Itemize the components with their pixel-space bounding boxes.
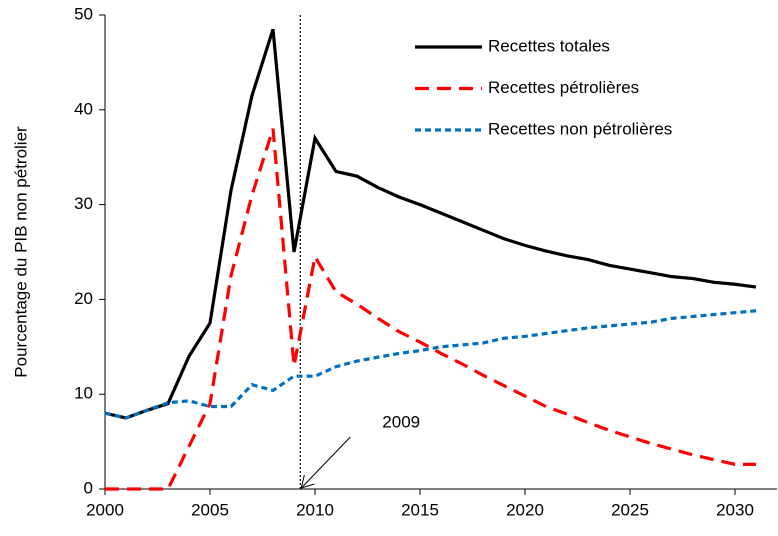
legend-label: Recettes non pétrolières [488,119,672,138]
y-axis-label: Pourcentage du PIB non pétrolier [11,126,30,378]
y-tick-label: 50 [74,4,93,23]
series-line [104,309,757,420]
series-line [104,28,757,420]
y-tick-label: 40 [74,99,93,118]
y-tick-label: 10 [74,384,93,403]
y-tick-label: 30 [74,194,93,213]
x-tick-label: 2000 [86,500,124,519]
y-tick-label: 20 [74,289,93,308]
legend-label: Recettes pétrolières [488,78,639,97]
x-tick-label: 2015 [401,500,439,519]
y-tick-label: 0 [84,478,93,497]
annotation-label: 2009 [382,412,420,431]
x-tick-label: 2020 [506,500,544,519]
x-tick-label: 2005 [191,500,229,519]
x-tick-label: 2010 [296,500,334,519]
annotation-arrow [301,436,351,488]
x-tick-label: 2025 [611,500,649,519]
series-line [105,128,756,491]
legend-label: Recettes totales [488,36,610,55]
annotation-arrowhead [300,474,315,489]
x-tick-label: 2030 [716,500,754,519]
